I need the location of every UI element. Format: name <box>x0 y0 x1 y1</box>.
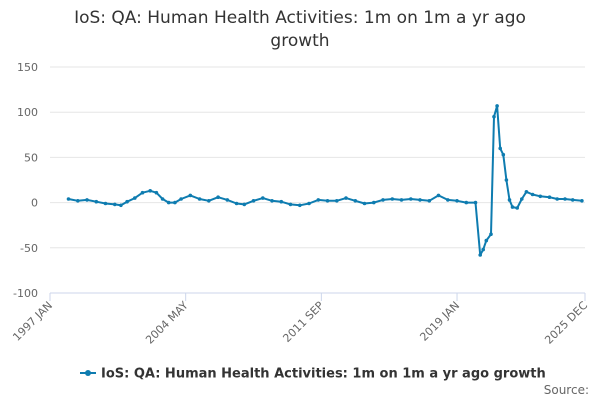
data-point[interactable] <box>538 194 543 199</box>
data-point[interactable] <box>498 146 503 151</box>
plot-area <box>66 104 584 257</box>
data-point[interactable] <box>473 200 478 205</box>
chart-title-line-2: growth <box>270 31 329 51</box>
data-point[interactable] <box>399 198 404 202</box>
data-point[interactable] <box>179 197 183 201</box>
data-point[interactable] <box>362 201 367 206</box>
data-point[interactable] <box>507 198 512 202</box>
data-point[interactable] <box>563 197 567 201</box>
x-tick-label: 2011 SEP <box>280 299 326 345</box>
y-tick-label: -100 <box>13 287 38 300</box>
data-point[interactable] <box>85 198 89 202</box>
data-point[interactable] <box>464 200 469 205</box>
x-axis: 1997 JAN 2004 MAY 2011 SEP 2019 JAN 2025 DEC <box>10 292 590 347</box>
legend-marker-swatch <box>85 370 91 376</box>
data-point[interactable] <box>409 197 413 201</box>
data-point[interactable] <box>547 195 552 199</box>
data-point[interactable] <box>501 152 506 157</box>
data-point[interactable] <box>530 192 535 197</box>
data-point[interactable] <box>76 199 80 203</box>
data-point[interactable] <box>113 202 117 207</box>
data-point[interactable] <box>489 232 493 236</box>
x-tick-label: 2019 JAN <box>417 299 462 344</box>
data-point[interactable] <box>166 200 171 205</box>
data-point[interactable] <box>481 247 486 252</box>
data-point[interactable] <box>270 199 274 203</box>
data-point[interactable] <box>555 197 559 201</box>
data-point[interactable] <box>119 203 123 208</box>
data-point[interactable] <box>344 196 348 200</box>
x-tick-label: 2004 MAY <box>143 299 191 347</box>
chart-title-line-1: IoS: QA: Human Health Activities: 1m on … <box>74 8 526 28</box>
x-tick-label: 2025 DEC <box>542 299 590 347</box>
data-point[interactable] <box>140 190 145 195</box>
data-point[interactable] <box>478 253 483 257</box>
data-point[interactable] <box>504 178 509 182</box>
data-point[interactable] <box>154 190 159 195</box>
data-point[interactable] <box>125 199 129 204</box>
data-point[interactable] <box>484 238 489 243</box>
data-point[interactable] <box>288 202 293 207</box>
data-point[interactable] <box>335 199 339 203</box>
data-point[interactable] <box>325 199 330 203</box>
y-tick-label: 0 <box>31 197 38 210</box>
data-point[interactable] <box>133 196 137 200</box>
y-tick-label: -50 <box>20 242 38 255</box>
y-tick-label: 150 <box>17 61 38 74</box>
data-point[interactable] <box>307 201 311 206</box>
data-point[interactable] <box>455 199 459 203</box>
data-point[interactable] <box>580 199 584 203</box>
data-point[interactable] <box>197 197 202 201</box>
data-point[interactable] <box>242 202 247 207</box>
data-point[interactable] <box>298 203 302 208</box>
y-tick-label: 100 <box>17 106 38 119</box>
data-point[interactable] <box>225 198 230 202</box>
data-point[interactable] <box>381 198 385 202</box>
y-tick-label: 50 <box>24 151 38 164</box>
data-point[interactable] <box>427 199 432 203</box>
data-point[interactable] <box>279 199 284 204</box>
x-tick-label: 1997 JAN <box>10 299 55 344</box>
data-point[interactable] <box>446 198 450 202</box>
data-point[interactable] <box>66 197 71 201</box>
legend-series-label: IoS: QA: Human Health Activities: 1m on … <box>101 367 546 382</box>
data-point[interactable] <box>188 193 193 198</box>
data-point[interactable] <box>216 195 220 199</box>
data-point[interactable] <box>390 197 395 201</box>
data-point[interactable] <box>524 190 529 194</box>
data-point[interactable] <box>94 199 99 204</box>
data-point[interactable] <box>234 201 239 206</box>
y-axis-tick-labels: -100 -50 0 50 100 150 <box>13 61 38 300</box>
data-point[interactable] <box>492 114 496 119</box>
data-point[interactable] <box>570 198 575 202</box>
data-point[interactable] <box>515 206 519 210</box>
data-point[interactable] <box>372 200 376 205</box>
data-point[interactable] <box>510 205 515 209</box>
data-point[interactable] <box>316 198 321 202</box>
data-point[interactable] <box>207 199 211 203</box>
data-point[interactable] <box>103 201 108 206</box>
data-point[interactable] <box>418 198 422 202</box>
data-point[interactable] <box>148 189 152 193</box>
data-point[interactable] <box>495 104 499 108</box>
source-label: Source: <box>544 383 589 397</box>
data-point[interactable] <box>251 199 256 203</box>
data-point[interactable] <box>520 197 524 201</box>
data-point[interactable] <box>261 196 265 200</box>
data-point[interactable] <box>160 197 165 201</box>
data-point[interactable] <box>436 193 441 198</box>
data-point[interactable] <box>353 199 358 203</box>
data-point[interactable] <box>173 200 177 205</box>
legend[interactable]: IoS: QA: Human Health Activities: 1m on … <box>80 367 546 382</box>
